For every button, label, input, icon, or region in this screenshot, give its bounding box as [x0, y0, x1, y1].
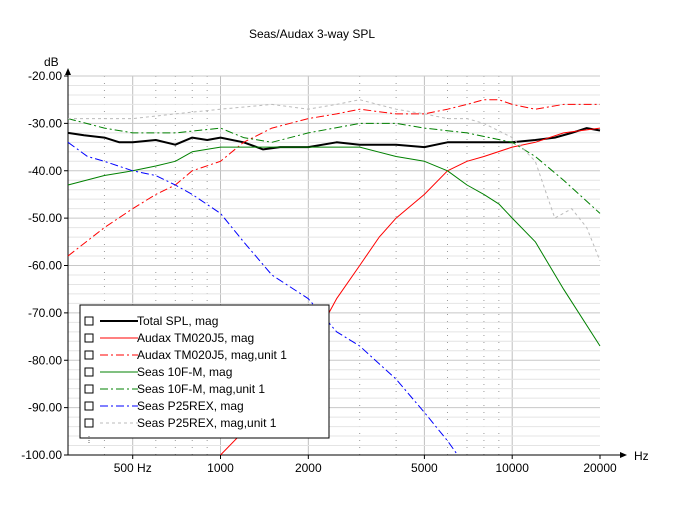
- legend-checkbox[interactable]: [84, 367, 94, 377]
- series-line-6: [67, 141, 459, 456]
- legend-label: Seas 10F-M, mag,unit 1: [137, 382, 265, 396]
- legend-label: Total SPL, mag: [137, 314, 218, 328]
- legend-checkbox[interactable]: [84, 401, 94, 411]
- legend-checkbox[interactable]: [84, 350, 94, 360]
- chart-title: Seas/Audax 3-way SPL: [249, 27, 375, 41]
- legend[interactable]: Total SPL, mag Audax TM020J5, mag Audax TM…: [79, 304, 330, 444]
- legend-label: Seas P25REX, mag: [137, 399, 244, 413]
- x-tick-label: 10000: [496, 461, 530, 475]
- legend-checkbox[interactable]: [84, 316, 94, 326]
- x-axis-label: Hz: [634, 449, 649, 463]
- x-axis-arrow: [620, 452, 627, 458]
- axes: [65, 68, 627, 458]
- legend-label: Seas 10F-M, mag: [137, 365, 232, 379]
- x-tick-label: 5000: [411, 461, 438, 475]
- legend-label: Audax TM020J5, mag: [137, 331, 254, 345]
- legend-checkbox[interactable]: [84, 384, 94, 394]
- y-tick-label: -90.00: [28, 401, 62, 415]
- y-tick-label: -70.00: [28, 306, 62, 320]
- series-line-4: [67, 146, 601, 347]
- y-axis-label: dB: [44, 55, 59, 69]
- legend-label: Audax TM020J5, mag,unit 1: [137, 348, 287, 362]
- tick-labels: -20.00 -30.00 -40.00 -50.00 -60.00 -70.00 -80.…: [21, 69, 617, 475]
- legend-checkbox[interactable]: [84, 333, 94, 343]
- y-tick-label: -80.00: [28, 353, 62, 367]
- y-tick-label: -50.00: [28, 211, 62, 225]
- y-tick-label: -20.00: [28, 69, 62, 83]
- x-tick-label: 2000: [295, 461, 322, 475]
- y-axis-arrow: [65, 68, 71, 75]
- legend-checkbox[interactable]: [84, 418, 94, 428]
- series-line-3: [67, 99, 600, 257]
- x-tick-label: 500 Hz: [114, 461, 152, 475]
- x-tick-label: 1000: [207, 461, 234, 475]
- y-tick-label: -40.00: [28, 164, 62, 178]
- y-tick-label: -30.00: [28, 116, 62, 130]
- legend-label: Seas P25REX, mag,unit 1: [137, 416, 277, 430]
- y-tick-label: -60.00: [28, 259, 62, 273]
- x-tick-label: 20000: [583, 461, 617, 475]
- y-tick-label: -100.00: [21, 448, 62, 462]
